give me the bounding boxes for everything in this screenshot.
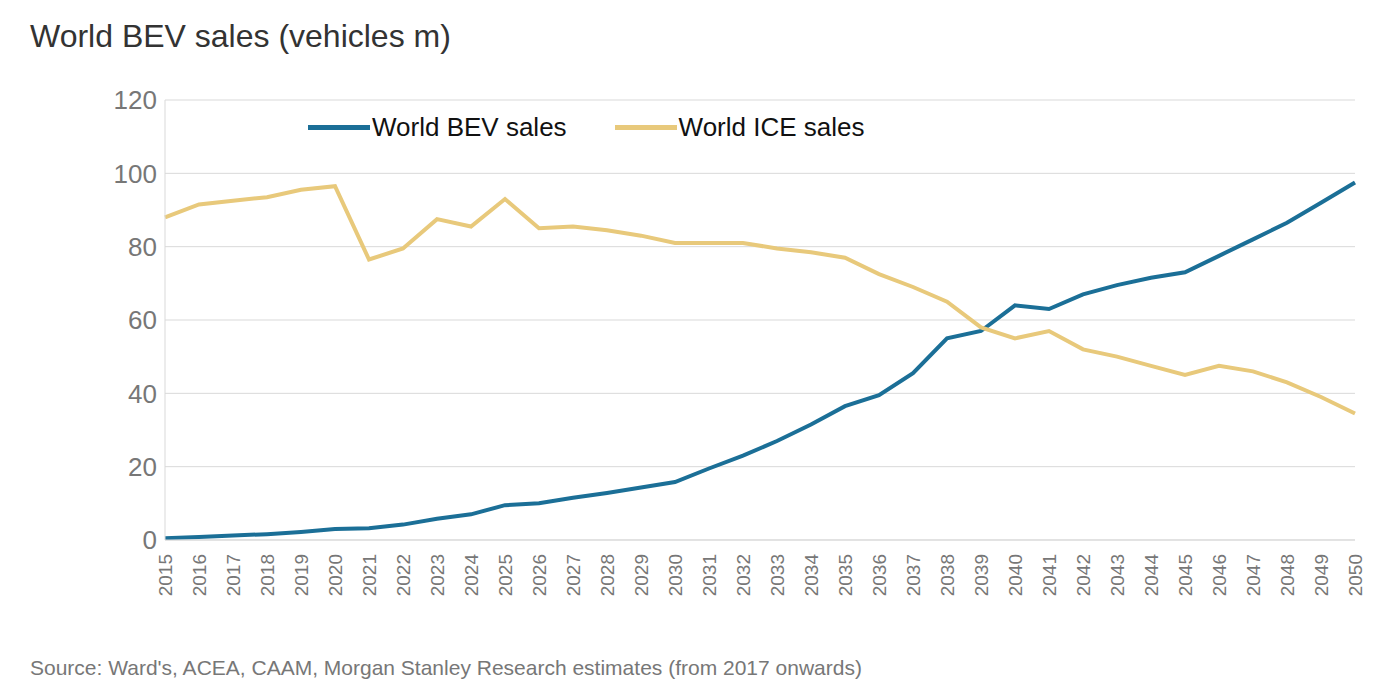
svg-text:2016: 2016 — [189, 554, 210, 596]
svg-text:2037: 2037 — [903, 554, 924, 596]
svg-text:0: 0 — [143, 525, 157, 555]
svg-text:2048: 2048 — [1277, 554, 1298, 596]
svg-text:80: 80 — [128, 232, 157, 262]
svg-text:60: 60 — [128, 305, 157, 335]
svg-text:2019: 2019 — [291, 554, 312, 596]
svg-text:120: 120 — [114, 85, 157, 115]
html-text:World ICE sales: World ICE sales — [678, 112, 865, 142]
svg-text:2039: 2039 — [971, 554, 992, 596]
svg-text:2049: 2049 — [1311, 554, 1332, 596]
svg-text:2034: 2034 — [801, 554, 822, 597]
svg-text:2020: 2020 — [325, 554, 346, 596]
svg-text:2023: 2023 — [427, 554, 448, 596]
svg-text:2026: 2026 — [529, 554, 550, 596]
html-text:World BEV sales: World BEV sales — [372, 112, 567, 142]
svg-text:2043: 2043 — [1107, 554, 1128, 596]
svg-text:2028: 2028 — [597, 554, 618, 596]
svg-text:2038: 2038 — [937, 554, 958, 596]
svg-text:40: 40 — [128, 379, 157, 409]
svg-text:2018: 2018 — [257, 554, 278, 596]
svg-text:2036: 2036 — [869, 554, 890, 596]
svg-text:2022: 2022 — [393, 554, 414, 596]
svg-text:2040: 2040 — [1005, 554, 1026, 596]
svg-text:20: 20 — [128, 452, 157, 482]
svg-text:2044: 2044 — [1141, 554, 1162, 597]
svg-text:2041: 2041 — [1039, 554, 1060, 596]
svg-text:2027: 2027 — [563, 554, 584, 596]
svg-text:2029: 2029 — [631, 554, 652, 596]
svg-text:2021: 2021 — [359, 554, 380, 596]
svg-text:2042: 2042 — [1073, 554, 1094, 596]
html-text:World BEV sales (vehicles m): World BEV sales (vehicles m) — [30, 18, 451, 54]
svg-text:2045: 2045 — [1175, 554, 1196, 596]
svg-text:2032: 2032 — [733, 554, 754, 596]
svg-text:2017: 2017 — [223, 554, 244, 596]
svg-text:2015: 2015 — [155, 554, 176, 596]
svg-text:2033: 2033 — [767, 554, 788, 596]
svg-text:2050: 2050 — [1345, 554, 1366, 596]
svg-text:100: 100 — [114, 159, 157, 189]
svg-text:2030: 2030 — [665, 554, 686, 596]
svg-text:2024: 2024 — [461, 554, 482, 597]
svg-text:2025: 2025 — [495, 554, 516, 596]
svg-text:2047: 2047 — [1243, 554, 1264, 596]
svg-text:2031: 2031 — [699, 554, 720, 596]
html-text:Source: Ward's, ACEA, CAAM, Mo: Source: Ward's, ACEA, CAAM, Morgan Stanl… — [30, 656, 862, 679]
svg-text:2046: 2046 — [1209, 554, 1230, 596]
svg-text:2035: 2035 — [835, 554, 856, 596]
